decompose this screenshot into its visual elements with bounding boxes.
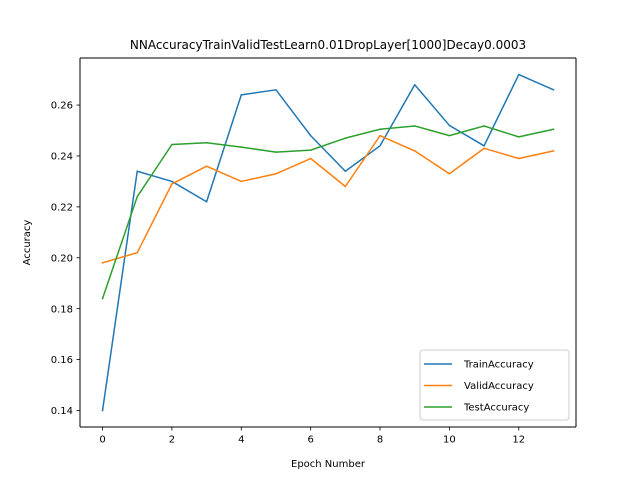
data-point [379,134,381,137]
data-point [518,73,520,76]
series-layer [101,73,555,412]
data-point [171,180,173,183]
data-point [171,143,173,146]
x-tick-label: 8 [377,435,383,446]
x-axis-label: Epoch Number [291,459,366,470]
data-point [552,128,555,131]
chart-title: NNAccuracyTrainValidTestLearn0.01DropLay… [130,38,526,52]
data-point [205,165,208,167]
series-line-testaccuracy [101,125,555,300]
data-point [448,173,451,175]
data-point [518,136,520,138]
data-point [309,149,312,151]
data-point [448,134,451,137]
data-point [101,262,104,264]
data-point [205,201,208,203]
data-point [413,83,416,86]
y-tick-label: 0.14 [51,406,73,417]
data-point [379,128,381,131]
data-point [344,170,347,172]
data-point [309,157,312,160]
data-point [136,195,138,198]
data-point [136,170,138,172]
legend-label: TrainAccuracy [463,360,534,371]
axes-frame [79,57,577,428]
data-point [101,297,104,300]
data-point [448,124,451,127]
y-tick-label: 0.26 [51,101,73,112]
data-point [275,89,277,91]
data-point [136,251,138,254]
data-point [413,125,416,127]
x-axis-ticks: 0 2 4 6 8 10 12 [99,427,525,446]
data-point [344,185,347,188]
data-point [552,150,555,152]
data-point [309,134,312,137]
data-point [483,147,485,150]
data-point [240,94,243,96]
data-point [379,145,381,147]
data-point [275,173,277,175]
x-tick-label: 6 [307,435,313,446]
data-point [101,409,104,412]
data-point [518,157,520,160]
legend-label: ValidAccuracy [464,381,534,392]
x-tick-label: 2 [169,435,175,446]
data-point [205,141,208,144]
y-tick-label: 0.16 [51,355,73,366]
data-point [344,137,347,139]
x-tick-label: 0 [99,435,105,446]
y-axis-label: Accuracy [22,220,33,266]
y-axis-ticks: 0.14 0.16 0.18 0.20 0.22 0.24 0.26 [51,101,80,417]
legend: TrainAccuracy ValidAccuracy TestAccuracy [419,349,570,421]
legend-box [419,349,570,421]
x-tick-label: 4 [238,435,244,446]
series-line-trainaccuracy [101,73,555,412]
data-point [483,145,485,147]
data-point [483,125,485,127]
legend-label: TestAccuracy [463,403,529,414]
y-tick-label: 0.18 [51,304,73,315]
data-point [275,151,277,153]
x-tick-label: 12 [512,435,525,446]
data-point [171,183,173,185]
y-tick-label: 0.20 [51,253,73,264]
x-tick-label: 10 [443,435,456,446]
y-tick-label: 0.24 [51,152,73,163]
y-tick-label: 0.22 [51,202,73,213]
series-line-validaccuracy [101,134,555,264]
data-point [413,150,416,152]
data-point [240,146,243,148]
data-point [240,180,243,183]
data-point [552,89,555,91]
